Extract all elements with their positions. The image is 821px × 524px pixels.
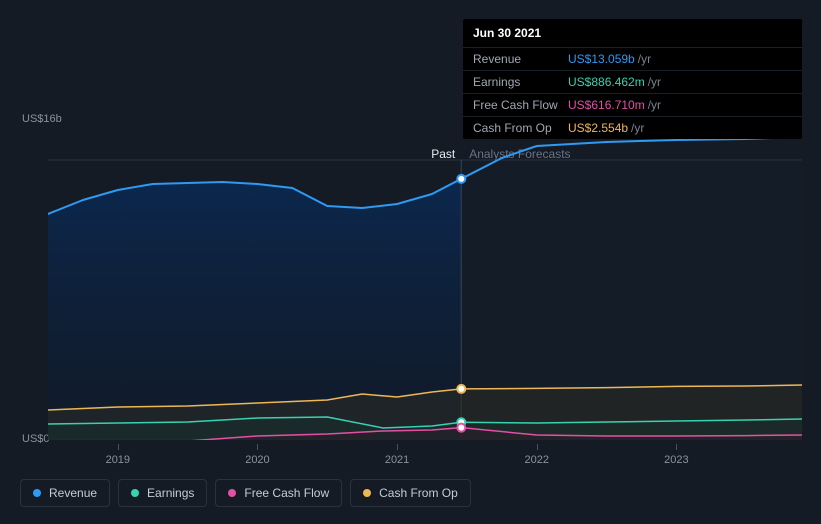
x-axis-tick: [397, 444, 398, 450]
x-axis-tick: [537, 444, 538, 450]
tooltip-row-label: Free Cash Flow: [473, 98, 568, 112]
tooltip-row-label: Revenue: [473, 52, 568, 66]
tooltip-row-unit: /yr: [631, 121, 644, 135]
legend-item[interactable]: Earnings: [118, 479, 207, 507]
tooltip-row: Free Cash FlowUS$616.710m/yr: [463, 93, 802, 116]
legend-dot-icon: [363, 489, 371, 497]
tooltip-row: RevenueUS$13.059b/yr: [463, 47, 802, 70]
legend-item[interactable]: Free Cash Flow: [215, 479, 342, 507]
legend-item[interactable]: Cash From Op: [350, 479, 471, 507]
x-axis-tick: [257, 444, 258, 450]
legend-dot-icon: [228, 489, 236, 497]
tooltip-row-unit: /yr: [648, 75, 661, 89]
tooltip-row: Cash From OpUS$2.554b/yr: [463, 116, 802, 139]
x-axis-tick: [118, 444, 119, 450]
legend-label: Cash From Op: [379, 486, 458, 500]
tooltip-row-value: US$616.710m: [568, 98, 645, 112]
tooltip-row-unit: /yr: [638, 52, 651, 66]
tooltip-date: Jun 30 2021: [463, 19, 802, 47]
tooltip-row-value: US$2.554b: [568, 121, 628, 135]
hover-dot: [457, 424, 465, 432]
plot-area[interactable]: [48, 120, 802, 440]
financials-chart: Jun 30 2021 RevenueUS$13.059b/yrEarnings…: [0, 0, 821, 524]
legend-label: Revenue: [49, 486, 97, 500]
x-axis-label: 2021: [385, 454, 409, 466]
legend-item[interactable]: Revenue: [20, 479, 110, 507]
tooltip-row: EarningsUS$886.462m/yr: [463, 70, 802, 93]
y-axis-label: US$0: [22, 433, 50, 445]
x-axis-label: 2020: [245, 454, 269, 466]
x-axis-label: 2023: [664, 454, 688, 466]
legend-dot-icon: [131, 489, 139, 497]
x-axis-label: 2022: [524, 454, 548, 466]
tooltip-rows: RevenueUS$13.059b/yrEarningsUS$886.462m/…: [463, 47, 802, 139]
legend-label: Free Cash Flow: [244, 486, 329, 500]
tooltip-row-unit: /yr: [648, 98, 661, 112]
tooltip-row-value: US$886.462m: [568, 75, 645, 89]
legend-label: Earnings: [147, 486, 194, 500]
hover-dot: [457, 175, 465, 183]
tooltip-row-label: Cash From Op: [473, 121, 568, 135]
x-axis-tick: [676, 444, 677, 450]
x-axis-label: 2019: [106, 454, 130, 466]
hover-dot: [457, 385, 465, 393]
legend-dot-icon: [33, 489, 41, 497]
hover-tooltip: Jun 30 2021 RevenueUS$13.059b/yrEarnings…: [463, 19, 802, 139]
tooltip-row-value: US$13.059b: [568, 52, 635, 66]
legend: Revenue Earnings Free Cash Flow Cash From O…: [20, 479, 471, 507]
tooltip-row-label: Earnings: [473, 75, 568, 89]
